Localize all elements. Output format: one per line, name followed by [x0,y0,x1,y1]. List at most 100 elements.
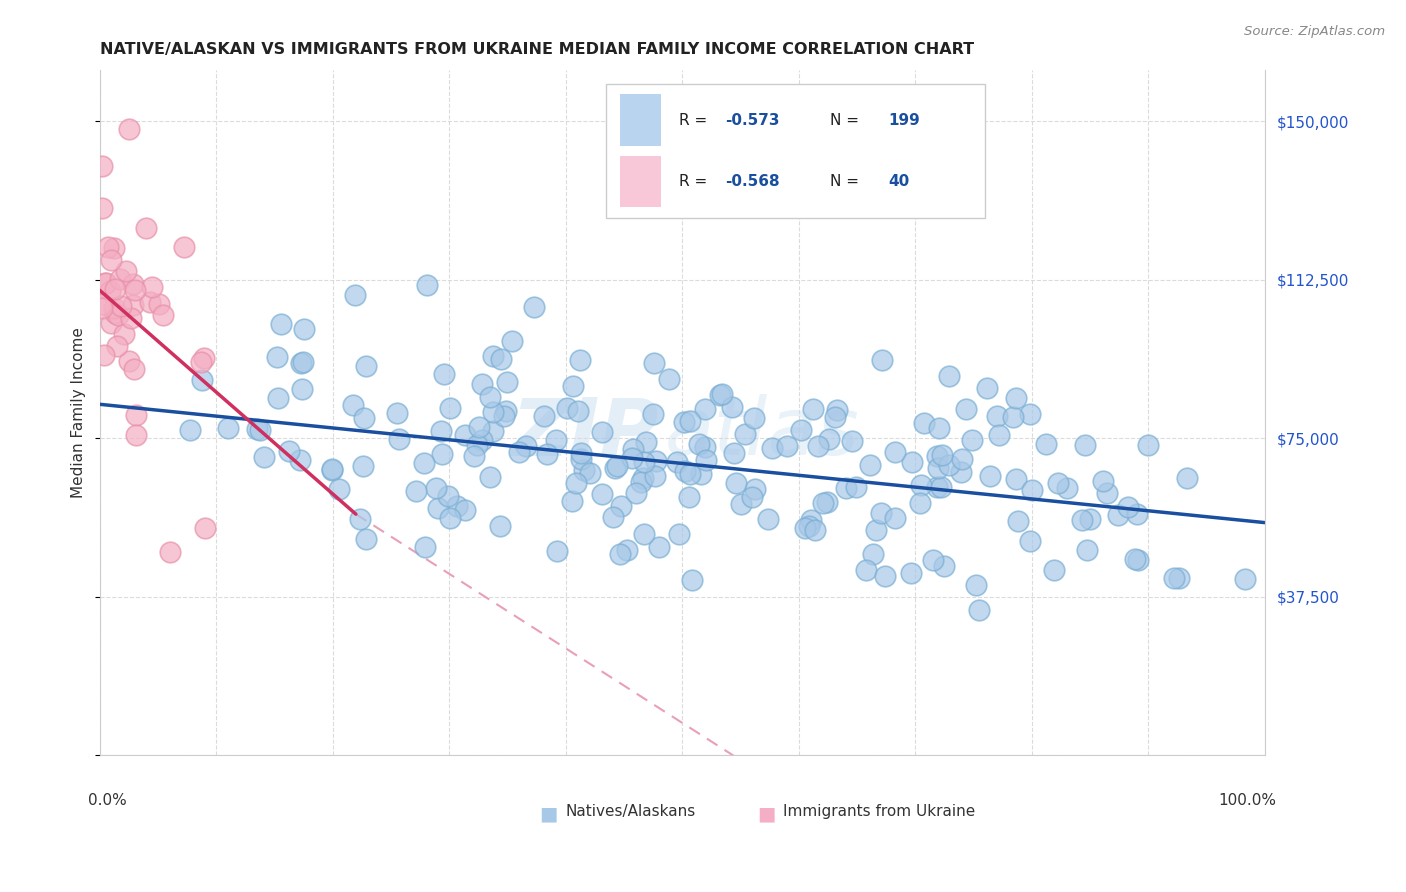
Point [290,356,312,370]
Text: Natives/Alaskans: Natives/Alaskans [565,805,696,820]
Point [741,490,763,504]
Point [569,446,592,460]
Point [709,388,731,402]
Point [967,603,990,617]
Point [465,438,488,452]
Point [1007,514,1029,528]
Point [533,409,555,424]
Point [253,450,276,464]
Point [938,368,960,383]
Point [492,409,515,423]
Point [568,353,591,368]
Point [1234,572,1257,586]
Point [122,298,145,312]
Point [100,252,122,267]
Point [97,240,120,254]
Point [1005,472,1028,486]
Point [481,424,503,438]
Point [636,435,658,450]
Point [194,521,217,535]
Point [555,401,578,415]
Point [927,460,949,475]
Point [159,545,181,559]
Point [908,496,931,510]
Point [561,493,583,508]
Point [1168,571,1191,585]
Point [644,454,666,468]
Point [1042,563,1064,577]
Point [90,159,112,173]
Point [416,278,439,293]
Point [1056,481,1078,495]
Point [118,122,141,136]
Point [955,401,977,416]
Point [354,359,377,373]
Point [291,355,314,369]
Point [353,410,375,425]
Point [721,401,744,415]
Point [495,403,517,417]
Point [929,480,952,494]
Point [803,401,825,416]
Point [938,458,960,473]
Point [112,326,135,341]
Point [1107,508,1129,522]
Point [141,280,163,294]
Point [100,316,122,330]
FancyBboxPatch shape [620,95,661,145]
Point [804,523,827,537]
Point [841,434,863,448]
Point [152,308,174,322]
Point [900,566,922,580]
Point [1019,533,1042,548]
Point [845,480,868,494]
Point [794,521,817,535]
Point [522,300,544,314]
Point [190,354,212,368]
Point [605,461,627,475]
Point [859,458,882,472]
Point [1175,471,1198,485]
Text: ■: ■ [538,805,557,823]
Point [107,308,129,322]
Point [756,512,779,526]
Point [1123,552,1146,566]
Point [387,406,409,420]
Point [173,240,195,254]
Point [932,559,955,574]
Point [775,439,797,453]
Point [94,276,117,290]
Point [405,483,427,498]
Text: 100.0%: 100.0% [1218,793,1277,807]
Point [412,456,434,470]
Point [1126,552,1149,566]
Point [413,540,436,554]
Point [388,432,411,446]
Point [291,382,314,396]
Point [1116,500,1139,515]
Point [93,348,115,362]
Point [761,441,783,455]
Point [104,282,127,296]
Point [439,511,461,525]
Point [96,276,118,290]
Point [679,467,702,482]
Point [834,481,856,495]
Point [862,548,884,562]
Point [191,373,214,387]
Point [855,563,877,577]
Point [633,471,655,485]
Point [105,339,128,353]
Point [912,416,935,430]
Point [624,485,647,500]
Point [1002,409,1025,424]
Text: ZIP: ZIP [512,394,659,472]
Point [122,361,145,376]
Point [1005,392,1028,406]
Point [807,439,830,453]
Point [547,544,569,558]
Point [988,428,1011,442]
Text: ■: ■ [756,805,775,823]
Point [960,434,983,448]
Point [633,527,655,541]
